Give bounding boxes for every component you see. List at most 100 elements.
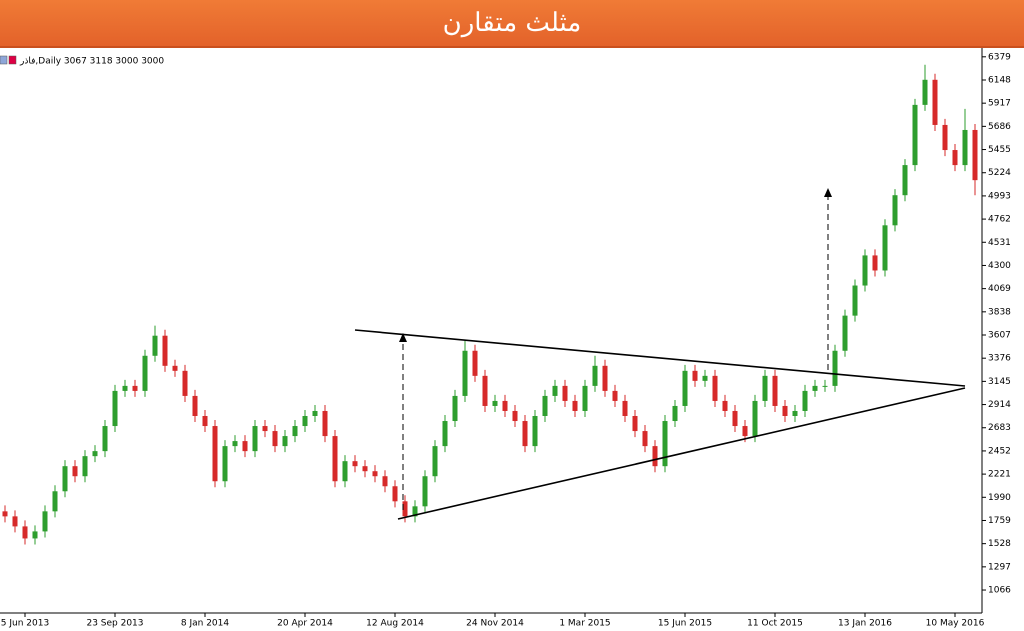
candle-body [112, 390, 118, 427]
candle-body [312, 410, 318, 417]
candle-body [242, 441, 248, 452]
candle-body [362, 466, 368, 472]
header-bar: مثلث متقارن [0, 0, 1024, 48]
x-tick-label: 20 Apr 2014 [277, 619, 333, 629]
y-tick-label: 1759 [988, 516, 1011, 526]
candle-body [502, 400, 508, 411]
candle-body [592, 365, 598, 386]
y-tick-label: 2683 [988, 423, 1011, 433]
candle-body [622, 400, 628, 417]
candle-body [652, 446, 658, 467]
candle-body [602, 365, 608, 391]
y-tick-label: 2221 [988, 470, 1011, 480]
triangle-lower-line [397, 387, 966, 520]
candle-body [62, 466, 68, 492]
candle-body [432, 446, 438, 477]
candle-body [342, 461, 348, 482]
y-tick-label: 4993 [988, 191, 1011, 201]
candle-body [732, 410, 738, 427]
candle-body [792, 410, 798, 417]
candle-body [212, 426, 218, 482]
candle-body [682, 370, 688, 406]
candle-body [892, 195, 898, 226]
candle-body [882, 225, 888, 271]
candle-body [402, 501, 408, 517]
candle-body [152, 335, 158, 356]
y-tick-label: 2452 [988, 446, 1011, 456]
x-tick-label: 12 Aug 2014 [366, 619, 424, 629]
candle-body [562, 385, 568, 401]
y-tick-label: 1066 [988, 586, 1011, 596]
candle-body [352, 461, 358, 467]
x-tick-label: 8 Jan 2014 [181, 619, 229, 629]
candle-body [772, 375, 778, 406]
icon [0, 55, 8, 65]
candle-body [692, 370, 698, 381]
y-tick-label: 6379 [988, 52, 1011, 62]
candle-body [842, 315, 848, 351]
x-tick-label: 1 Mar 2015 [559, 619, 610, 629]
candle-body [222, 446, 228, 482]
y-tick-label: 5224 [988, 168, 1011, 178]
candle-body [32, 531, 38, 539]
candle-body [632, 416, 638, 432]
candle-body [972, 129, 978, 181]
y-tick-label: 1528 [988, 539, 1011, 549]
x-tick-label: 5 Jun 2013 [1, 619, 49, 629]
x-tick-label: 24 Nov 2014 [466, 619, 524, 629]
candle-body [172, 365, 178, 371]
candle-body [452, 395, 458, 422]
x-tick-label: 13 Jan 2016 [838, 619, 892, 629]
candle-body [542, 395, 548, 417]
y-tick-label: 5455 [988, 145, 1011, 155]
candle-body [902, 165, 908, 196]
candle-body [492, 400, 498, 406]
candle-body [292, 426, 298, 437]
candle-body [862, 255, 868, 286]
candle-body [942, 124, 948, 151]
candle-body [52, 491, 58, 512]
candle-body [302, 416, 308, 427]
candle-body [662, 421, 668, 467]
candle-body [282, 436, 288, 447]
candle-body [832, 350, 838, 386]
candle-body [552, 385, 558, 396]
y-tick-label: 4300 [988, 261, 1011, 271]
y-tick-label: 6148 [988, 75, 1011, 85]
candle-body [672, 405, 678, 422]
candle-body [332, 436, 338, 482]
candle-body [372, 471, 378, 477]
candle-body [612, 390, 618, 401]
icon [8, 55, 17, 65]
candle-body [712, 375, 718, 401]
candle-body [642, 431, 648, 447]
y-tick-label: 3376 [988, 354, 1011, 364]
candle-body [232, 441, 238, 447]
y-tick-label: 3145 [988, 377, 1011, 387]
candle-body [762, 375, 768, 401]
candle-body [102, 426, 108, 452]
x-tick-label: 11 Oct 2015 [747, 619, 803, 629]
arrow-head [399, 333, 407, 342]
candle-body [202, 416, 208, 427]
x-tick-label: 23 Sep 2013 [86, 619, 143, 629]
candle-body [252, 426, 258, 452]
candle-body [952, 150, 958, 166]
candle-body [2, 511, 8, 517]
chart: فاذر,Daily 3067 3118 3000 3000 1066 1297 1… [0, 48, 1011, 629]
candle-body [72, 466, 78, 477]
y-tick-label: 3838 [988, 307, 1011, 317]
candle-body [412, 506, 418, 517]
y-tick-label: 3607 [988, 331, 1011, 341]
title: مثلث متقارن [442, 8, 582, 38]
candle-body [532, 416, 538, 447]
candle-body [462, 350, 468, 396]
candle-body [752, 400, 758, 437]
y-tick-label: 1297 [988, 562, 1011, 572]
candle-body [422, 476, 428, 507]
candle-body [722, 400, 728, 411]
candle-body [822, 385, 828, 387]
candle-body [802, 390, 808, 411]
candle-body [392, 486, 398, 502]
candle-body [932, 79, 938, 125]
